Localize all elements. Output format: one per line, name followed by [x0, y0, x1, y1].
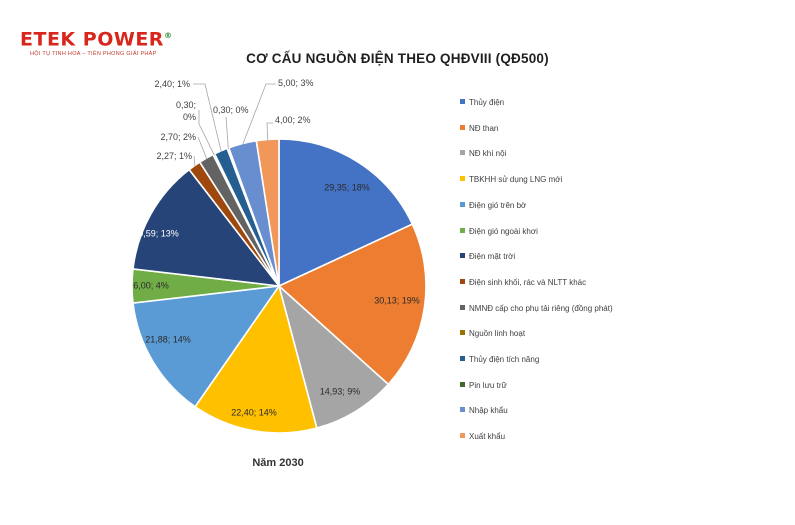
legend-item-nguon-linh-hoat: Nguồn linh hoạt	[460, 329, 525, 339]
legend-swatch-tbkhh-su-dung-lng-moi	[460, 176, 465, 182]
legend-label-tbkhh-su-dung-lng-moi: TBKHH sử dụng LNG mới	[469, 175, 563, 185]
data-label-dien-gio-tren-bo: 21,88; 14%	[145, 334, 191, 344]
legend-item-tbkhh-su-dung-lng-moi: TBKHH sử dụng LNG mới	[460, 175, 562, 185]
legend-item-nd-than: NĐ than	[460, 124, 498, 134]
leader-line-pin-luu-tru	[225, 116, 229, 150]
legend-swatch-dien-gio-ngoai-khoi	[460, 227, 465, 233]
slice-nd-khi-noi	[277, 283, 390, 430]
leader-line-nguon-linh-hoat	[198, 110, 215, 156]
slice-dien-mat-troi	[132, 168, 281, 288]
legend-label-dien-gio-ngoai-khoi: Điện gió ngoài khơi	[469, 226, 538, 236]
legend-label-nmnd-cap-cho-phu-tai-rieng-dong-phat: NMNĐ cấp cho phụ tải riêng (đồng phát)	[469, 303, 613, 313]
chart-caption: Năm 2030	[252, 457, 304, 469]
legend-item-nd-khi-noi: NĐ khí nội	[460, 149, 506, 159]
etek-power-logo: ETEK POWER® HỘI TỤ TINH HOA – TIÊN PHONG…	[20, 26, 172, 57]
data-label-thuy-dien-tich-nang: 2,40; 1%	[154, 79, 190, 89]
legend-swatch-thuy-dien-tich-nang	[460, 356, 465, 361]
legend-label-thuy-dien: Thủy điện	[469, 98, 505, 107]
data-label-tbkhh-su-dung-lng-moi: 22,40; 14%	[231, 407, 277, 417]
data-label-nd-than: 30,13; 19%	[374, 295, 420, 305]
pie-slices	[131, 138, 427, 434]
legend-item-nhap-khau: Nhập khẩu	[460, 406, 508, 416]
logo-registered-mark: ®	[163, 31, 173, 40]
legend-label-dien-mat-troi: Điện mặt trời	[469, 252, 516, 262]
legend-label-pin-luu-tru: Pin lưu trữ	[469, 380, 507, 390]
legend-item-thuy-dien: Thủy điện	[460, 98, 504, 108]
legend-label-xuat-khau: Xuất khẩu	[469, 432, 506, 442]
logo-brand-part1: ETEK	[20, 28, 76, 51]
legend-swatch-nd-than	[460, 124, 465, 130]
legend-item-dien-gio-tren-bo: Điện gió trên bờ	[460, 201, 526, 211]
legend-swatch-dien-mat-troi	[460, 253, 465, 259]
data-label-dien-sinh-khoi-rac-va-nltt-khac: 2,27; 1%	[156, 151, 192, 161]
legend-item-dien-sinh-khoi-rac-va-nltt-khac: Điện sinh khối, rác và NLTT khác	[460, 278, 586, 288]
pie-leader-lines	[193, 83, 276, 167]
legend-label-nhap-khau: Nhập khẩu	[469, 406, 508, 416]
legend-label-nd-khi-noi: NĐ khí nội	[469, 149, 507, 159]
legend-item-xuat-khau: Xuất khẩu	[460, 432, 505, 442]
leader-line-dien-sinh-khoi-rac-va-nltt-khac	[193, 155, 196, 167]
legend-label-dien-sinh-khoi-rac-va-nltt-khac: Điện sinh khối, rác và NLTT khác	[469, 277, 587, 287]
legend-label-thuy-dien-tich-nang: Thủy điện tích năng	[469, 355, 540, 364]
legend-item-pin-luu-tru: Pin lưu trữ	[460, 381, 507, 391]
legend-swatch-nmnd-cap-cho-phu-tai-rieng-dong-phat	[460, 304, 465, 310]
legend-swatch-thuy-dien	[460, 99, 465, 104]
leader-line-thuy-dien-tich-nang	[193, 83, 222, 152]
legend-swatch-nguon-linh-hoat	[460, 330, 465, 336]
data-label-dien-mat-troi: 20,59; 13%	[133, 228, 179, 238]
legend-swatch-xuat-khau	[460, 433, 465, 439]
logo-slogan: HỘI TỤ TINH HOA – TIÊN PHONG GIẢI PHÁP	[30, 51, 157, 58]
legend-swatch-dien-sinh-khoi-rac-va-nltt-khac	[460, 278, 465, 284]
data-label-dien-gio-ngoai-khoi: 6,00; 4%	[133, 280, 169, 290]
legend-label-dien-gio-tren-bo: Điện gió trên bờ	[469, 200, 527, 210]
data-label-thuy-dien: 29,35; 18%	[324, 182, 370, 192]
data-label-pin-luu-tru: 0,30; 0%	[213, 105, 249, 115]
legend-swatch-nd-khi-noi	[460, 150, 465, 156]
slice-nd-than	[277, 223, 427, 386]
leader-line-nmnd-cap-cho-phu-tai-rieng-dong-phat	[197, 136, 208, 160]
slice-thuy-dien	[278, 138, 414, 288]
legend-swatch-pin-luu-tru	[460, 381, 465, 387]
data-label-nhap-khau: 5,00; 3%	[278, 78, 314, 88]
legend-item-nmnd-cap-cho-phu-tai-rieng-dong-phat: NMNĐ cấp cho phụ tải riêng (đồng phát)	[460, 304, 613, 314]
slice-tbkhh-su-dung-lng-moi	[193, 284, 318, 434]
data-label-nd-khi-noi: 14,93; 9%	[320, 386, 361, 396]
legend-swatch-nhap-khau	[460, 407, 465, 413]
legend-label-nguon-linh-hoat: Nguồn linh hoạt	[469, 329, 526, 339]
logo-wordmark: ETEK POWER®	[20, 26, 172, 49]
leader-line-nhap-khau	[242, 83, 276, 145]
legend-item-dien-gio-ngoai-khoi: Điện gió ngoài khơi	[460, 227, 538, 237]
data-label-nguon-linh-hoat: 0,30; 0%	[176, 100, 196, 122]
legend-swatch-dien-gio-tren-bo	[460, 201, 465, 207]
slice-dien-gio-tren-bo	[132, 284, 281, 408]
leader-line-xuat-khau	[266, 122, 273, 141]
legend-item-thuy-dien-tich-nang: Thủy điện tích năng	[460, 355, 539, 365]
chart-title: CƠ CẤU NGUỒN ĐIỆN THEO QHĐVIII (QĐ500)	[246, 51, 549, 66]
legend-item-dien-mat-troi: Điện mặt trời	[460, 252, 515, 262]
data-label-xuat-khau: 4,00; 2%	[275, 115, 311, 125]
pie-data-labels: 29,35; 18% 30,13; 19% 14,93; 9% 22,40; 14% 2…	[133, 78, 420, 417]
legend-label-nd-than: NĐ than	[469, 123, 499, 133]
data-label-nmnd-cap-cho-phu-tai-rieng-dong-phat: 2,70; 2%	[160, 132, 196, 142]
logo-brand-part2: POWER	[82, 28, 164, 51]
